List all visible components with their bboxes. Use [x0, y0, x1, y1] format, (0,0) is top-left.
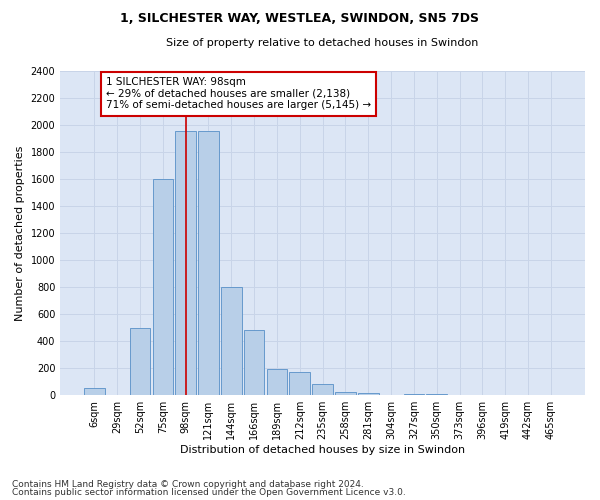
Bar — [404, 394, 424, 395]
Bar — [198, 132, 219, 395]
Bar — [244, 330, 265, 395]
Bar — [130, 328, 150, 395]
Bar — [221, 287, 242, 395]
Bar — [152, 178, 173, 395]
Bar — [427, 394, 447, 395]
Text: Contains HM Land Registry data © Crown copyright and database right 2024.: Contains HM Land Registry data © Crown c… — [12, 480, 364, 489]
Bar — [289, 372, 310, 395]
Bar — [313, 384, 333, 395]
Bar — [358, 392, 379, 395]
Y-axis label: Number of detached properties: Number of detached properties — [15, 145, 25, 320]
Bar — [175, 132, 196, 395]
Text: 1, SILCHESTER WAY, WESTLEA, SWINDON, SN5 7DS: 1, SILCHESTER WAY, WESTLEA, SWINDON, SN5… — [121, 12, 479, 26]
Bar — [84, 388, 104, 395]
X-axis label: Distribution of detached houses by size in Swindon: Distribution of detached houses by size … — [180, 445, 465, 455]
Text: Contains public sector information licensed under the Open Government Licence v3: Contains public sector information licen… — [12, 488, 406, 497]
Text: 1 SILCHESTER WAY: 98sqm
← 29% of detached houses are smaller (2,138)
71% of semi: 1 SILCHESTER WAY: 98sqm ← 29% of detache… — [106, 78, 371, 110]
Title: Size of property relative to detached houses in Swindon: Size of property relative to detached ho… — [166, 38, 479, 48]
Bar — [381, 394, 401, 395]
Bar — [266, 369, 287, 395]
Bar — [335, 392, 356, 395]
